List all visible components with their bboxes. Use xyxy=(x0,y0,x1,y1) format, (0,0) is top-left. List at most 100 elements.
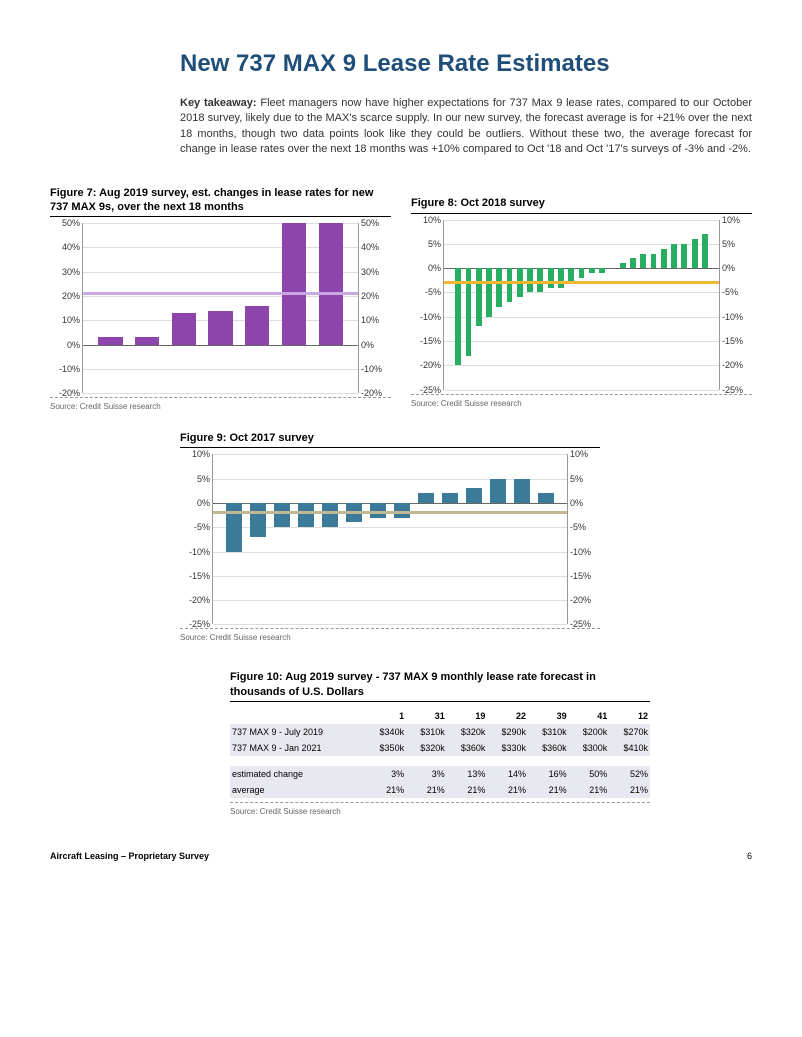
figure-7: Figure 7: Aug 2019 survey, est. changes … xyxy=(50,186,391,412)
page-title: New 737 MAX 9 Lease Rate Estimates xyxy=(180,50,752,78)
axis-tick: -20% xyxy=(178,595,213,605)
axis-tick: 0% xyxy=(178,498,213,508)
bar xyxy=(245,306,269,345)
axis-tick: 5% xyxy=(567,474,602,484)
bar xyxy=(466,488,481,503)
axis-tick: 5% xyxy=(409,239,444,249)
bar xyxy=(486,268,492,317)
axis-tick: -15% xyxy=(409,336,444,346)
axis-tick: -5% xyxy=(719,287,754,297)
axis-tick: 10% xyxy=(48,315,83,325)
axis-tick: 50% xyxy=(358,218,393,228)
axis-tick: -15% xyxy=(719,336,754,346)
axis-tick: -15% xyxy=(178,571,213,581)
summary-text: Fleet managers now have higher expectati… xyxy=(180,97,752,155)
axis-tick: -10% xyxy=(719,312,754,322)
fig8-source: Source: Credit Suisse research xyxy=(411,399,752,408)
bar xyxy=(651,254,657,269)
axis-tick: -5% xyxy=(409,287,444,297)
bar xyxy=(322,503,337,527)
bar xyxy=(172,313,196,345)
summary: Key takeaway: Fleet managers now have hi… xyxy=(180,96,752,158)
bar xyxy=(250,503,265,537)
bar xyxy=(274,503,289,527)
bar xyxy=(620,263,626,268)
bar xyxy=(208,311,232,345)
axis-tick: -10% xyxy=(48,364,83,374)
axis-tick: -20% xyxy=(48,388,83,398)
axis-tick: -20% xyxy=(409,360,444,370)
bar xyxy=(630,258,636,268)
fig9-title: Figure 9: Oct 2017 survey xyxy=(180,431,600,448)
bar xyxy=(558,268,564,287)
fig9-source: Source: Credit Suisse research xyxy=(180,633,600,642)
axis-tick: -15% xyxy=(567,571,602,581)
bar xyxy=(681,244,687,268)
axis-tick: 50% xyxy=(48,218,83,228)
axis-tick: 10% xyxy=(178,449,213,459)
axis-tick: 0% xyxy=(409,263,444,273)
bar xyxy=(702,234,708,268)
axis-tick: 20% xyxy=(358,291,393,301)
axis-tick: -20% xyxy=(567,595,602,605)
axis-tick: 10% xyxy=(358,315,393,325)
col-header: 12 xyxy=(609,708,650,724)
bar xyxy=(98,337,122,344)
bar xyxy=(418,493,433,503)
axis-tick: 10% xyxy=(719,215,754,225)
col-header: 41 xyxy=(569,708,610,724)
bar xyxy=(538,493,553,503)
figure-10: Figure 10: Aug 2019 survey - 737 MAX 9 m… xyxy=(230,670,650,816)
bar xyxy=(599,268,605,273)
bar xyxy=(640,254,646,269)
axis-tick: -25% xyxy=(178,619,213,629)
col-header: 22 xyxy=(487,708,528,724)
bar xyxy=(692,239,698,268)
axis-tick: -5% xyxy=(178,522,213,532)
bar xyxy=(442,493,457,503)
summary-key: Key takeaway: xyxy=(180,97,257,109)
axis-tick: 10% xyxy=(567,449,602,459)
axis-tick: 0% xyxy=(48,340,83,350)
footer-left: Aircraft Leasing – Proprietary Survey xyxy=(50,851,209,861)
axis-tick: -25% xyxy=(567,619,602,629)
axis-tick: -5% xyxy=(567,522,602,532)
axis-tick: 10% xyxy=(409,215,444,225)
bar xyxy=(589,268,595,273)
table-row: estimated change3%3%13%14%16%50%52% xyxy=(230,766,650,782)
axis-tick: 30% xyxy=(358,267,393,277)
axis-tick: 20% xyxy=(48,291,83,301)
axis-tick: 5% xyxy=(719,239,754,249)
fig10-title: Figure 10: Aug 2019 survey - 737 MAX 9 m… xyxy=(230,670,650,702)
axis-tick: -10% xyxy=(567,547,602,557)
bar xyxy=(548,268,554,287)
axis-tick: -25% xyxy=(719,385,754,395)
axis-tick: 0% xyxy=(358,340,393,350)
bar xyxy=(514,479,529,503)
table-row: 737 MAX 9 - Jan 2021$350k$320k$360k$330k… xyxy=(230,740,650,756)
col-header: 1 xyxy=(365,708,406,724)
col-header xyxy=(230,708,365,724)
bar xyxy=(319,223,343,344)
bar xyxy=(282,223,306,344)
col-header: 39 xyxy=(528,708,569,724)
bar xyxy=(298,503,313,527)
bar xyxy=(507,268,513,302)
axis-tick: 40% xyxy=(48,242,83,252)
bar xyxy=(671,244,677,268)
figure-9: Figure 9: Oct 2017 survey -25% -25% -20% -2… xyxy=(180,431,600,642)
bar xyxy=(135,337,159,344)
average-line xyxy=(213,511,567,514)
axis-tick: -10% xyxy=(409,312,444,322)
col-header: 19 xyxy=(447,708,488,724)
average-line xyxy=(444,281,719,284)
fig8-title: Figure 8: Oct 2018 survey xyxy=(411,186,752,214)
col-header: 31 xyxy=(406,708,447,724)
axis-tick: -25% xyxy=(409,385,444,395)
bar xyxy=(496,268,502,307)
axis-tick: 40% xyxy=(358,242,393,252)
bar xyxy=(661,249,667,268)
axis-tick: -20% xyxy=(358,388,393,398)
axis-tick: 0% xyxy=(719,263,754,273)
table-row: average21%21%21%21%21%21%21% xyxy=(230,782,650,798)
